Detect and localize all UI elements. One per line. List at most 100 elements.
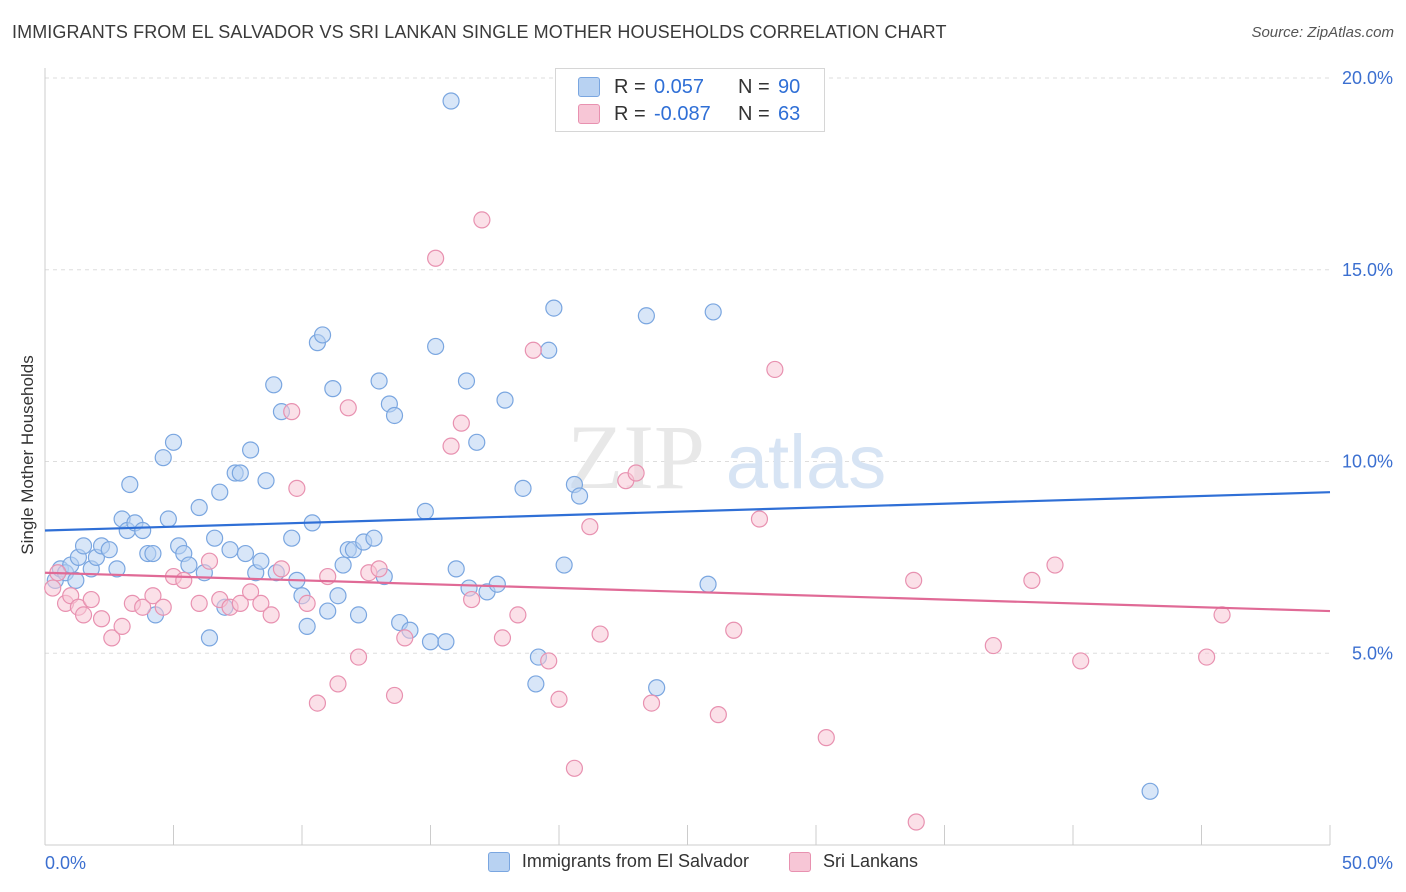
point-sri-lankans-12 <box>144 587 162 605</box>
gridlines <box>45 77 1330 654</box>
point-sri-lankans-28 <box>308 694 327 712</box>
point-el-salvador-53 <box>334 556 352 574</box>
point-el-salvador-82 <box>555 556 573 574</box>
point-el-salvador-4 <box>67 571 85 589</box>
point-sri-lankans-63 <box>1072 652 1090 670</box>
legend-n-label: N = <box>738 102 770 125</box>
point-sri-lankans-53 <box>709 706 727 724</box>
y-tick-label-2: 15.0% <box>1342 260 1393 280</box>
point-el-salvador-69 <box>442 92 460 110</box>
point-sri-lankans-31 <box>339 399 357 417</box>
legend-r-value: 0.057 <box>654 75 705 98</box>
legend-label: Sri Lankans <box>823 851 919 871</box>
point-sri-lankans-42 <box>493 629 512 647</box>
point-el-salvador-43 <box>283 529 301 547</box>
point-el-salvador-58 <box>365 529 383 547</box>
point-sri-lankans-0 <box>44 579 62 597</box>
trend-line-el-salvador <box>44 491 1331 532</box>
point-sri-lankans-44 <box>524 341 542 359</box>
y-tick-label-0: 5.0% <box>1352 643 1393 663</box>
point-sri-lankans-56 <box>766 360 784 379</box>
point-sri-lankans-32 <box>349 648 368 666</box>
point-el-salvador-52 <box>329 587 347 605</box>
point-sri-lankans-61 <box>1023 571 1041 589</box>
point-sri-lankans-39 <box>452 414 470 432</box>
point-el-salvador-25 <box>180 556 198 574</box>
legend-n-label: N = <box>738 75 770 98</box>
point-sri-lankans-57 <box>817 729 835 747</box>
legend-item-sri-lankans: Sri Lankans <box>789 851 918 872</box>
point-sri-lankans-21 <box>242 583 260 601</box>
point-sri-lankans-62 <box>1046 556 1064 574</box>
y-tick-label-3: 20.0% <box>1342 68 1393 88</box>
point-sri-lankans-37 <box>427 249 445 267</box>
watermark: ZIP atlas <box>567 406 886 508</box>
point-el-salvador-68 <box>437 633 455 651</box>
point-sri-lankans-13 <box>154 598 172 616</box>
point-sri-lankans-34 <box>370 560 388 578</box>
point-sri-lankans-11 <box>134 598 152 616</box>
point-el-salvador-86 <box>648 679 666 697</box>
point-el-salvador-35 <box>236 544 255 563</box>
point-sri-lankans-22 <box>252 594 270 612</box>
point-sri-lankans-55 <box>750 510 769 528</box>
point-el-salvador-39 <box>257 472 275 490</box>
point-el-salvador-62 <box>385 406 404 425</box>
point-el-salvador-85 <box>637 307 655 325</box>
point-sri-lankans-8 <box>103 629 121 647</box>
legend-r-label: R = <box>614 75 646 98</box>
source-credit: Source: ZipAtlas.com <box>1251 24 1394 41</box>
point-sri-lankans-48 <box>581 518 599 536</box>
point-el-salvador-6 <box>74 537 93 555</box>
legend-item-el-salvador: Immigrants from El Salvador <box>487 851 749 872</box>
point-sri-lankans-17 <box>200 552 219 570</box>
legend-swatch-blue <box>578 77 600 97</box>
point-sri-lankans-15 <box>175 571 193 589</box>
legend-swatch-pink <box>578 104 600 124</box>
point-sri-lankans-7 <box>92 610 111 628</box>
point-el-salvador-80 <box>540 341 558 359</box>
point-el-salvador-66 <box>421 633 440 651</box>
point-el-salvador-30 <box>211 483 229 501</box>
point-el-salvador-26 <box>190 498 208 517</box>
point-el-salvador-38 <box>252 552 270 570</box>
legend-swatch-pink <box>789 851 811 872</box>
legend-swatch-blue <box>487 851 510 872</box>
point-sri-lankans-16 <box>190 594 208 612</box>
point-sri-lankans-38 <box>442 437 460 455</box>
point-sri-lankans-41 <box>473 211 491 229</box>
point-sri-lankans-23 <box>262 606 280 624</box>
point-sri-lankans-40 <box>463 590 481 609</box>
legend-row-sri-lankans: R = -0.087 N = 63 <box>578 102 800 126</box>
point-el-salvador-50 <box>319 602 337 620</box>
point-sri-lankans-27 <box>298 594 316 612</box>
point-el-salvador-21 <box>159 510 177 528</box>
point-sri-lankans-59 <box>907 813 925 831</box>
point-el-salvador-18 <box>144 544 162 563</box>
tick-labels: 5.0% 10.0% 15.0% 20.0% 0.0% 50.0% <box>45 68 1393 873</box>
point-el-salvador-77 <box>514 479 532 497</box>
watermark-atlas: atlas <box>726 420 887 505</box>
axes <box>44 68 1331 846</box>
point-el-salvador-49 <box>313 326 332 344</box>
legend-label: Immigrants from El Salvador <box>521 851 749 871</box>
point-el-salvador-36 <box>242 441 260 459</box>
point-el-salvador-89 <box>1141 782 1159 800</box>
point-sri-lankans-30 <box>329 675 347 693</box>
point-el-salvador-78 <box>527 675 545 693</box>
point-el-salvador-81 <box>545 299 563 317</box>
point-sri-lankans-43 <box>509 606 527 624</box>
point-el-salvador-67 <box>427 337 445 356</box>
stats-legend: R = 0.057 N = 90 R = -0.087 N = 63 <box>555 68 825 132</box>
point-sri-lankans-47 <box>565 759 584 777</box>
point-el-salvador-51 <box>324 380 342 398</box>
point-el-salvador-75 <box>488 575 506 593</box>
point-el-salvador-16 <box>134 521 152 540</box>
point-el-salvador-32 <box>221 541 239 559</box>
point-el-salvador-40 <box>265 376 283 394</box>
point-el-salvador-11 <box>108 560 126 578</box>
legend-n-value: 63 <box>778 102 801 125</box>
point-sri-lankans-46 <box>550 690 568 708</box>
series-legend: Immigrants from El Salvador Sri Lankans <box>0 851 1406 872</box>
